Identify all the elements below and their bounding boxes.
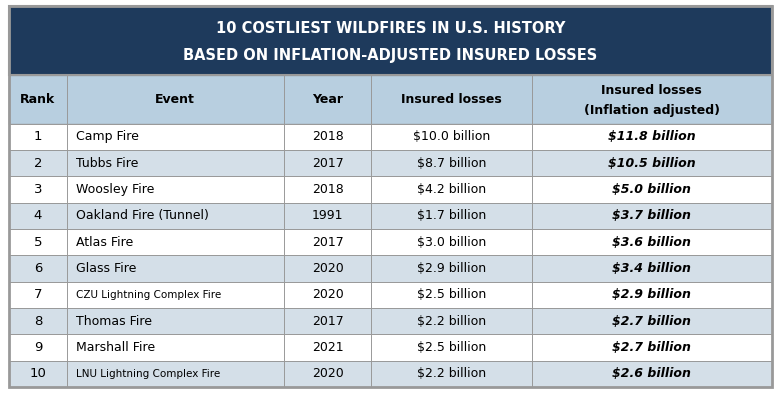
Text: 2018: 2018 (312, 183, 344, 196)
Text: 2017: 2017 (312, 157, 344, 170)
Text: Event: Event (155, 93, 195, 106)
Text: 9: 9 (34, 341, 42, 354)
Bar (9, 150, 772, 176)
Bar (9, 361, 772, 387)
Text: $2.2 billion: $2.2 billion (417, 367, 486, 380)
Text: 6: 6 (34, 262, 42, 275)
Text: LNU Lightning Complex Fire: LNU Lightning Complex Fire (76, 369, 220, 379)
Bar (9, 75, 772, 124)
Text: Rank: Rank (20, 93, 55, 106)
Text: $2.7 billion: $2.7 billion (612, 341, 691, 354)
Text: $10.0 billion: $10.0 billion (413, 130, 490, 143)
Text: Oakland Fire (Tunnel): Oakland Fire (Tunnel) (76, 209, 209, 222)
Text: $2.9 billion: $2.9 billion (417, 262, 486, 275)
Text: Marshall Fire: Marshall Fire (76, 341, 155, 354)
Bar (9, 176, 772, 203)
Text: Tubbs Fire: Tubbs Fire (76, 157, 138, 170)
Text: $4.2 billion: $4.2 billion (417, 183, 486, 196)
Text: 10 COSTLIEST WILDFIRES IN U.S. HISTORY: 10 COSTLIEST WILDFIRES IN U.S. HISTORY (216, 21, 565, 36)
Text: $2.2 billion: $2.2 billion (417, 315, 486, 328)
Text: 4: 4 (34, 209, 42, 222)
Bar (9, 229, 772, 255)
Text: $11.8 billion: $11.8 billion (608, 130, 695, 143)
Text: 2020: 2020 (312, 288, 344, 301)
Bar (9, 308, 772, 334)
Text: $10.5 billion: $10.5 billion (608, 157, 695, 170)
Text: 2017: 2017 (312, 315, 344, 328)
Text: Glass Fire: Glass Fire (76, 262, 137, 275)
Text: 2021: 2021 (312, 341, 344, 354)
Text: $3.6 billion: $3.6 billion (612, 236, 691, 249)
Text: $2.5 billion: $2.5 billion (417, 341, 486, 354)
Text: $2.9 billion: $2.9 billion (612, 288, 691, 301)
Text: Atlas Fire: Atlas Fire (76, 236, 134, 249)
Text: Year: Year (312, 93, 343, 106)
Text: $2.6 billion: $2.6 billion (612, 367, 691, 380)
Text: 2: 2 (34, 157, 42, 170)
Bar (9, 255, 772, 282)
Text: BASED ON INFLATION-ADJUSTED INSURED LOSSES: BASED ON INFLATION-ADJUSTED INSURED LOSS… (184, 48, 597, 63)
Text: Thomas Fire: Thomas Fire (76, 315, 152, 328)
Text: 7: 7 (34, 288, 42, 301)
Text: 3: 3 (34, 183, 42, 196)
Text: (Inflation adjusted): (Inflation adjusted) (583, 104, 719, 117)
Text: Insured losses: Insured losses (401, 93, 502, 106)
Text: Insured losses: Insured losses (601, 84, 702, 97)
Text: $3.7 billion: $3.7 billion (612, 209, 691, 222)
Text: 1991: 1991 (312, 209, 344, 222)
Bar (9, 124, 772, 150)
Text: 10: 10 (30, 367, 46, 380)
Text: $3.0 billion: $3.0 billion (417, 236, 486, 249)
Bar (9, 282, 772, 308)
Bar (9, 6, 772, 75)
Text: 1: 1 (34, 130, 42, 143)
Text: CZU Lightning Complex Fire: CZU Lightning Complex Fire (76, 290, 221, 300)
Text: 8: 8 (34, 315, 42, 328)
Text: Woosley Fire: Woosley Fire (76, 183, 155, 196)
Bar (9, 334, 772, 361)
Text: 2020: 2020 (312, 262, 344, 275)
Text: 5: 5 (34, 236, 42, 249)
Text: $8.7 billion: $8.7 billion (417, 157, 486, 170)
Text: $2.7 billion: $2.7 billion (612, 315, 691, 328)
Text: $1.7 billion: $1.7 billion (417, 209, 486, 222)
Text: $2.5 billion: $2.5 billion (417, 288, 486, 301)
Text: $5.0 billion: $5.0 billion (612, 183, 691, 196)
Text: Camp Fire: Camp Fire (76, 130, 139, 143)
Text: 2020: 2020 (312, 367, 344, 380)
Text: $3.4 billion: $3.4 billion (612, 262, 691, 275)
Bar (9, 203, 772, 229)
Text: 2018: 2018 (312, 130, 344, 143)
Text: 2017: 2017 (312, 236, 344, 249)
